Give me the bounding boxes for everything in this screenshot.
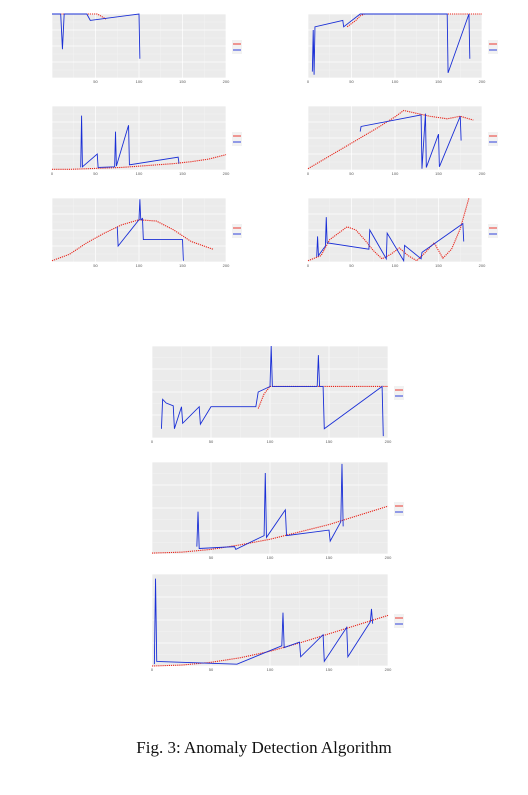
chart-top-left: 50 100 150 200 xyxy=(51,13,242,84)
x-tick-label: 100 xyxy=(136,79,143,84)
x-tick-label: 150 xyxy=(435,171,442,176)
chart-panel-middle-right: 0 50 100 150 200 xyxy=(286,100,524,184)
x-tick-label: 100 xyxy=(392,171,399,176)
chart-lower-2: 50 100 150 200 xyxy=(151,461,404,560)
legend-key xyxy=(488,40,498,54)
chart-bottom-left: 50 100 150 200 xyxy=(51,197,242,268)
x-tick-label: 200 xyxy=(479,79,486,84)
x-tick-label: 200 xyxy=(479,171,486,176)
original-line xyxy=(196,463,344,551)
x-tick-label: 100 xyxy=(136,171,143,176)
original-line xyxy=(153,578,374,665)
x-tick-label: 150 xyxy=(179,263,186,268)
x-tick-label: 50 xyxy=(209,439,214,444)
x-tick-label: 200 xyxy=(223,79,230,84)
legend-key xyxy=(488,224,498,238)
chart-panel-bottom-right: 0 50 100 150 200 xyxy=(286,192,524,276)
chart-lower-1: 0 50 100 150 200 xyxy=(151,345,404,444)
x-tick-label: 0 xyxy=(151,667,154,672)
x-tick-label: 100 xyxy=(267,667,274,672)
x-tick-label: 200 xyxy=(223,171,230,176)
x-tick-label: 50 xyxy=(209,555,214,560)
original-line xyxy=(311,13,471,75)
x-tick-label: 50 xyxy=(349,263,354,268)
forecast-line xyxy=(307,197,470,262)
x-tick-label: 150 xyxy=(326,667,333,672)
x-tick-label: 150 xyxy=(179,171,186,176)
forecast-line xyxy=(307,109,474,170)
x-tick-label: 200 xyxy=(385,667,392,672)
x-tick-label: 150 xyxy=(179,79,186,84)
legend-key xyxy=(488,132,498,146)
x-tick-label: 200 xyxy=(223,263,230,268)
original-line xyxy=(80,115,180,168)
chart-panel-top-right: 0 50 100 150 200 xyxy=(286,8,524,92)
x-tick-label: 50 xyxy=(209,667,214,672)
legend-key xyxy=(394,614,404,628)
original-line xyxy=(160,345,384,437)
x-tick-label: 100 xyxy=(136,263,143,268)
legend-key xyxy=(232,40,242,54)
x-tick-label: 100 xyxy=(267,439,274,444)
x-tick-label: 150 xyxy=(326,555,333,560)
original-line xyxy=(316,217,465,263)
x-tick-label: 0 xyxy=(307,263,310,268)
figure-caption: Fig. 3: Anomaly Detection Algorithm xyxy=(136,738,392,757)
legend-key xyxy=(232,132,242,146)
original-line xyxy=(116,199,184,261)
chart-panel-bottom-left: 50 100 150 200 xyxy=(30,192,268,276)
x-tick-label: 0 xyxy=(51,171,54,176)
x-tick-label: 100 xyxy=(267,555,274,560)
chart-panel-lower-3: 0 50 100 150 200 xyxy=(130,568,430,680)
x-tick-label: 100 xyxy=(392,79,399,84)
x-tick-label: 150 xyxy=(435,263,442,268)
chart-bottom-right: 0 50 100 150 200 xyxy=(307,197,498,268)
x-tick-label: 0 xyxy=(307,171,310,176)
x-tick-label: 50 xyxy=(349,171,354,176)
x-tick-label: 200 xyxy=(479,263,486,268)
chart-top-right: 0 50 100 150 200 xyxy=(307,13,498,84)
x-tick-label: 100 xyxy=(392,263,399,268)
chart-middle-left: 0 50 100 150 200 xyxy=(51,105,242,176)
x-tick-label: 150 xyxy=(326,439,333,444)
original-line xyxy=(52,13,141,59)
x-tick-label: 200 xyxy=(385,439,392,444)
legend-key xyxy=(394,386,404,400)
chart-panel-top-left: 50 100 150 200 xyxy=(30,8,268,92)
chart-panel-lower-1: 0 50 100 150 200 xyxy=(130,340,430,452)
chart-panel-lower-2: 50 100 150 200 xyxy=(130,456,430,568)
x-tick-label: 0 xyxy=(307,79,310,84)
chart-lower-3: 0 50 100 150 200 xyxy=(151,573,404,672)
forecast-line xyxy=(257,385,388,409)
legend-key xyxy=(232,224,242,238)
x-tick-label: 200 xyxy=(385,555,392,560)
chart-panel-middle-left: 0 50 100 150 200 xyxy=(30,100,268,184)
x-tick-label: 50 xyxy=(93,79,98,84)
x-tick-label: 50 xyxy=(349,79,354,84)
x-tick-label: 50 xyxy=(93,263,98,268)
original-line xyxy=(359,113,462,169)
chart-middle-right: 0 50 100 150 200 xyxy=(307,105,498,176)
x-tick-label: 0 xyxy=(151,439,154,444)
forecast-line xyxy=(52,154,227,170)
legend-key xyxy=(394,502,404,516)
x-tick-label: 150 xyxy=(435,79,442,84)
x-tick-label: 50 xyxy=(93,171,98,176)
forecast-line xyxy=(151,505,389,554)
